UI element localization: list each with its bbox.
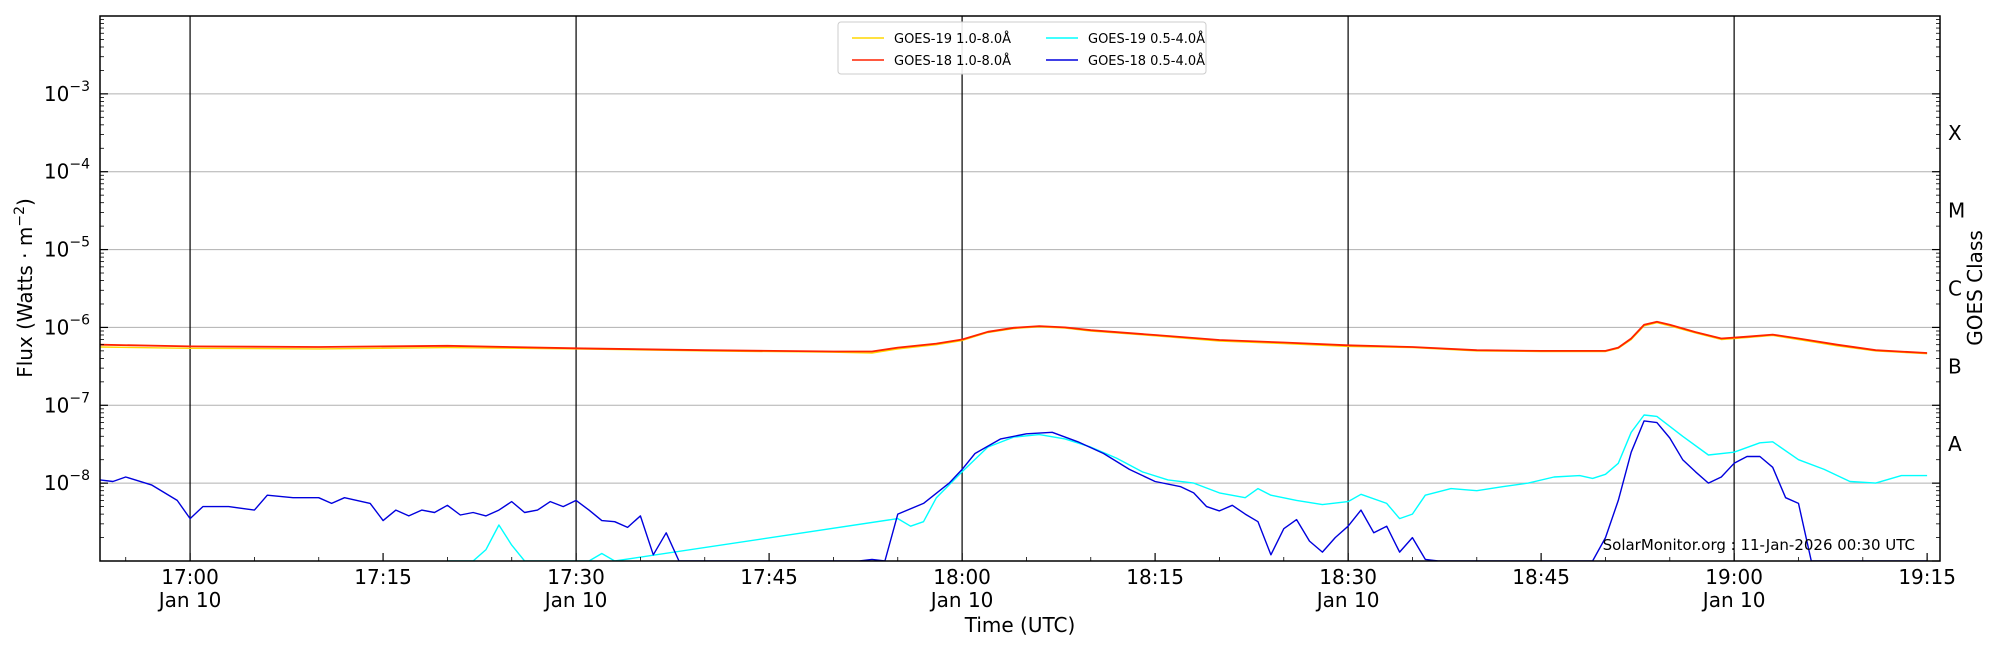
legend-label: GOES-18 1.0-8.0Å xyxy=(894,53,1011,69)
series-line-3 xyxy=(100,420,1928,561)
y-axis-label-main: Flux (Watts · m xyxy=(13,227,37,378)
y-tick-label: 10−3 xyxy=(44,79,90,106)
y-tick-label: 10−6 xyxy=(44,312,90,339)
goes-class-label: C xyxy=(1948,277,1962,301)
x-tick-date-label: Jan 10 xyxy=(929,588,994,612)
legend: GOES-19 1.0-8.0Å GOES-18 1.0-8.0Å GOES-19 … xyxy=(837,21,1207,75)
y-tick-base: 10 xyxy=(44,471,69,495)
legend-label: GOES-19 1.0-8.0Å xyxy=(894,31,1011,47)
goes-class-label: B xyxy=(1948,354,1962,378)
y-tick-base: 10 xyxy=(44,160,69,184)
x-axis-label: Time (UTC) xyxy=(964,613,1076,637)
right-axis-label: GOES Class xyxy=(1963,230,1987,346)
y-tick-label: 10−7 xyxy=(44,390,90,417)
series-line-1 xyxy=(100,320,1928,354)
goes-class-labels: A B C M X xyxy=(1948,121,1965,456)
x-tick-label: 19:00 xyxy=(1705,565,1763,589)
y-tick-base: 10 xyxy=(44,82,69,106)
grid-lines xyxy=(100,93,1940,484)
day-time-markers xyxy=(189,16,1735,561)
x-tick-label: 18:00 xyxy=(933,565,991,589)
legend-label: GOES-18 0.5-4.0Å xyxy=(1088,53,1205,69)
x-tick-label: 17:00 xyxy=(161,565,219,589)
y-axis-label-close: ) xyxy=(13,198,37,206)
x-tick-label: 18:45 xyxy=(1512,565,1570,589)
legend-label: GOES-19 0.5-4.0Å xyxy=(1088,31,1205,47)
y-axis-label-exponent: −2 xyxy=(12,206,28,227)
y-tick-label: 10−4 xyxy=(44,157,90,184)
y-tick-exponent: −5 xyxy=(69,235,90,251)
y-tick-exponent: −3 xyxy=(69,79,90,95)
y-axis-label: Flux (Watts · m−2) xyxy=(12,198,37,378)
y-tick-base: 10 xyxy=(44,315,69,339)
y-tick-label: 10−5 xyxy=(44,235,90,262)
y-tick-label: 10−8 xyxy=(44,468,90,495)
y-axis-ticks: 10−810−710−610−510−410−3 xyxy=(44,19,1940,562)
goes-class-label: M xyxy=(1948,199,1965,223)
goes-class-label: A xyxy=(1948,432,1962,456)
plot-frame xyxy=(99,15,1941,562)
x-tick-label: 17:15 xyxy=(354,565,412,589)
x-tick-label: 18:30 xyxy=(1319,565,1377,589)
x-tick-date-label: Jan 10 xyxy=(1701,588,1766,612)
goes-class-label: X xyxy=(1948,121,1962,145)
x-tick-label: 18:15 xyxy=(1126,565,1184,589)
y-tick-exponent: −4 xyxy=(69,157,90,173)
y-tick-exponent: −8 xyxy=(69,468,90,484)
series-line-2 xyxy=(447,414,1928,561)
watermark: SolarMonitor.org : 11-Jan-2026 00:30 UTC xyxy=(1603,536,1915,554)
y-tick-base: 10 xyxy=(44,238,69,262)
legend-frame xyxy=(837,21,1207,75)
series-lines xyxy=(100,320,1928,561)
y-tick-exponent: −6 xyxy=(69,312,90,328)
x-tick-date-label: Jan 10 xyxy=(157,588,222,612)
x-tick-label: 17:30 xyxy=(547,565,605,589)
x-tick-label: 19:15 xyxy=(1898,565,1956,589)
x-tick-date-label: Jan 10 xyxy=(1315,588,1380,612)
y-tick-base: 10 xyxy=(44,393,69,417)
x-tick-label: 17:45 xyxy=(740,565,798,589)
y-tick-exponent: −7 xyxy=(69,390,90,406)
x-tick-date-label: Jan 10 xyxy=(543,588,608,612)
